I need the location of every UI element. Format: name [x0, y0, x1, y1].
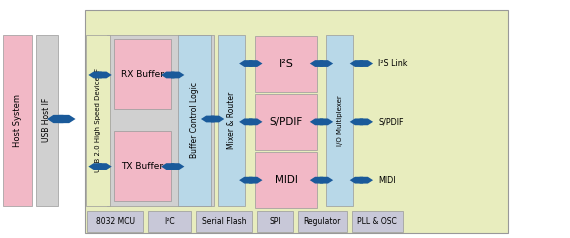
Text: SPI: SPI: [269, 217, 281, 226]
Text: Serial Flash: Serial Flash: [202, 217, 246, 226]
Bar: [107, 35, 214, 206]
Text: Mixer & Router: Mixer & Router: [227, 92, 236, 149]
Bar: [114, 131, 171, 201]
Bar: [218, 35, 245, 206]
Polygon shape: [239, 177, 253, 183]
Text: TX Buffer: TX Buffer: [121, 162, 164, 170]
Polygon shape: [360, 177, 373, 183]
Bar: [352, 211, 403, 232]
Polygon shape: [59, 115, 75, 123]
Polygon shape: [98, 163, 112, 170]
Polygon shape: [239, 60, 253, 67]
Bar: [85, 10, 508, 233]
Polygon shape: [249, 60, 262, 67]
Text: I²C: I²C: [164, 217, 175, 226]
Bar: [255, 152, 317, 208]
Bar: [86, 35, 110, 206]
Text: S/PDIF: S/PDIF: [378, 117, 404, 126]
Text: Buffer Control Logic: Buffer Control Logic: [190, 82, 199, 158]
Text: RX Buffer: RX Buffer: [121, 70, 164, 79]
Bar: [298, 211, 347, 232]
Polygon shape: [88, 163, 102, 170]
Polygon shape: [239, 119, 253, 125]
Polygon shape: [350, 60, 363, 67]
Polygon shape: [161, 163, 174, 170]
Text: USB 2.0 High Speed Device IF: USB 2.0 High Speed Device IF: [95, 68, 101, 172]
Polygon shape: [171, 163, 185, 170]
Polygon shape: [350, 177, 363, 183]
Polygon shape: [47, 115, 63, 123]
Bar: [87, 211, 143, 232]
Bar: [255, 36, 317, 92]
Text: MIDI: MIDI: [378, 176, 396, 185]
Text: USB Host IF: USB Host IF: [42, 98, 51, 142]
Polygon shape: [360, 119, 373, 125]
Text: I²S Link: I²S Link: [378, 59, 408, 68]
Text: I²S: I²S: [279, 59, 294, 69]
Polygon shape: [201, 116, 214, 122]
Bar: [3, 35, 32, 206]
Polygon shape: [249, 119, 262, 125]
Polygon shape: [161, 72, 174, 78]
Polygon shape: [360, 60, 373, 67]
Text: PLL & OSC: PLL & OSC: [357, 217, 397, 226]
Bar: [326, 35, 353, 206]
Bar: [257, 211, 293, 232]
Bar: [36, 35, 58, 206]
Polygon shape: [98, 72, 112, 78]
Text: Regulator: Regulator: [304, 217, 341, 226]
Polygon shape: [249, 177, 262, 183]
Polygon shape: [310, 60, 323, 67]
Polygon shape: [88, 72, 102, 78]
Bar: [178, 35, 211, 206]
Bar: [196, 211, 252, 232]
Bar: [148, 211, 191, 232]
Text: 8032 MCU: 8032 MCU: [96, 217, 135, 226]
Polygon shape: [211, 116, 225, 122]
Polygon shape: [350, 119, 363, 125]
Bar: [114, 39, 171, 109]
Text: Host System: Host System: [13, 94, 22, 147]
Polygon shape: [320, 119, 333, 125]
Polygon shape: [310, 119, 323, 125]
Polygon shape: [320, 60, 333, 67]
Polygon shape: [310, 177, 323, 183]
Polygon shape: [320, 177, 333, 183]
Text: MIDI: MIDI: [275, 175, 298, 185]
Text: S/PDIF: S/PDIF: [270, 117, 303, 127]
Bar: [255, 94, 317, 150]
Polygon shape: [171, 72, 185, 78]
Text: I/O Multiplexer: I/O Multiplexer: [337, 95, 343, 146]
